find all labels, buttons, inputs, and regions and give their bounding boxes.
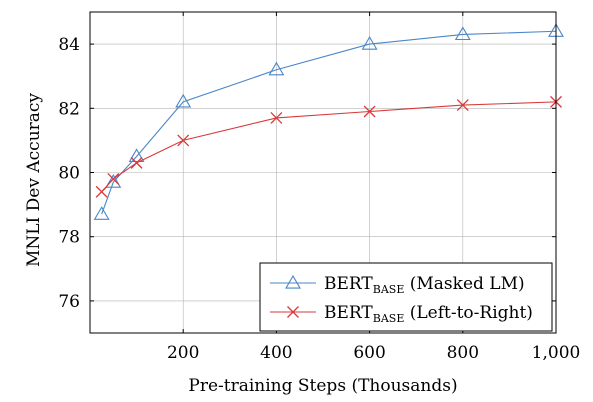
data-point [130, 156, 143, 169]
data-point [175, 93, 192, 108]
x-tick-label: 200 [167, 343, 199, 363]
data-point [93, 206, 110, 220]
legend-label: BERTBASE (Left-to-Right) [324, 303, 533, 325]
series-line [101, 101, 557, 193]
y-tick-label: 80 [58, 164, 80, 184]
y-tick-label: 78 [58, 228, 80, 248]
legend: BERTBASE (Masked LM) BERTBASE (Left-to-Ri… [259, 262, 553, 332]
data-point [456, 99, 469, 112]
series-layer [93, 23, 564, 220]
legend-entry: BERTBASE (Left-to-Right) [270, 303, 533, 325]
y-axis-title: MNLI Dev Accuracy [24, 93, 44, 267]
data-point [95, 185, 108, 198]
x-tick-label: 400 [260, 343, 292, 363]
data-point [105, 174, 122, 188]
series-left-to-right [95, 95, 562, 198]
data-point [177, 134, 190, 147]
data-point [128, 148, 145, 163]
y-tick-label: 76 [58, 292, 80, 312]
legend-box [259, 262, 553, 332]
x-axis-title: Pre-training Steps (Thousands) [188, 376, 457, 396]
legend-label: BERTBASE (Masked LM) [324, 274, 525, 296]
data-point [268, 61, 285, 76]
axis-ticks: 200 400 600 800 1,000 76 78 80 82 84 [58, 12, 580, 363]
x-tick-label: 600 [353, 343, 385, 363]
y-tick-label: 82 [58, 99, 80, 119]
legend-cross-marker [287, 306, 299, 318]
x-tick-label: 800 [447, 343, 479, 363]
series-line [101, 30, 557, 215]
data-point [270, 111, 283, 124]
data-point [363, 105, 376, 118]
legend-triangle-marker [285, 274, 301, 289]
series-masked-lm [93, 23, 564, 220]
x-tick-label: 1,000 [532, 343, 581, 363]
legend-entry: BERTBASE (Masked LM) [270, 274, 525, 296]
data-point [107, 172, 120, 185]
data-point [454, 26, 471, 41]
y-tick-label: 84 [58, 35, 80, 55]
data-point [361, 36, 378, 50]
